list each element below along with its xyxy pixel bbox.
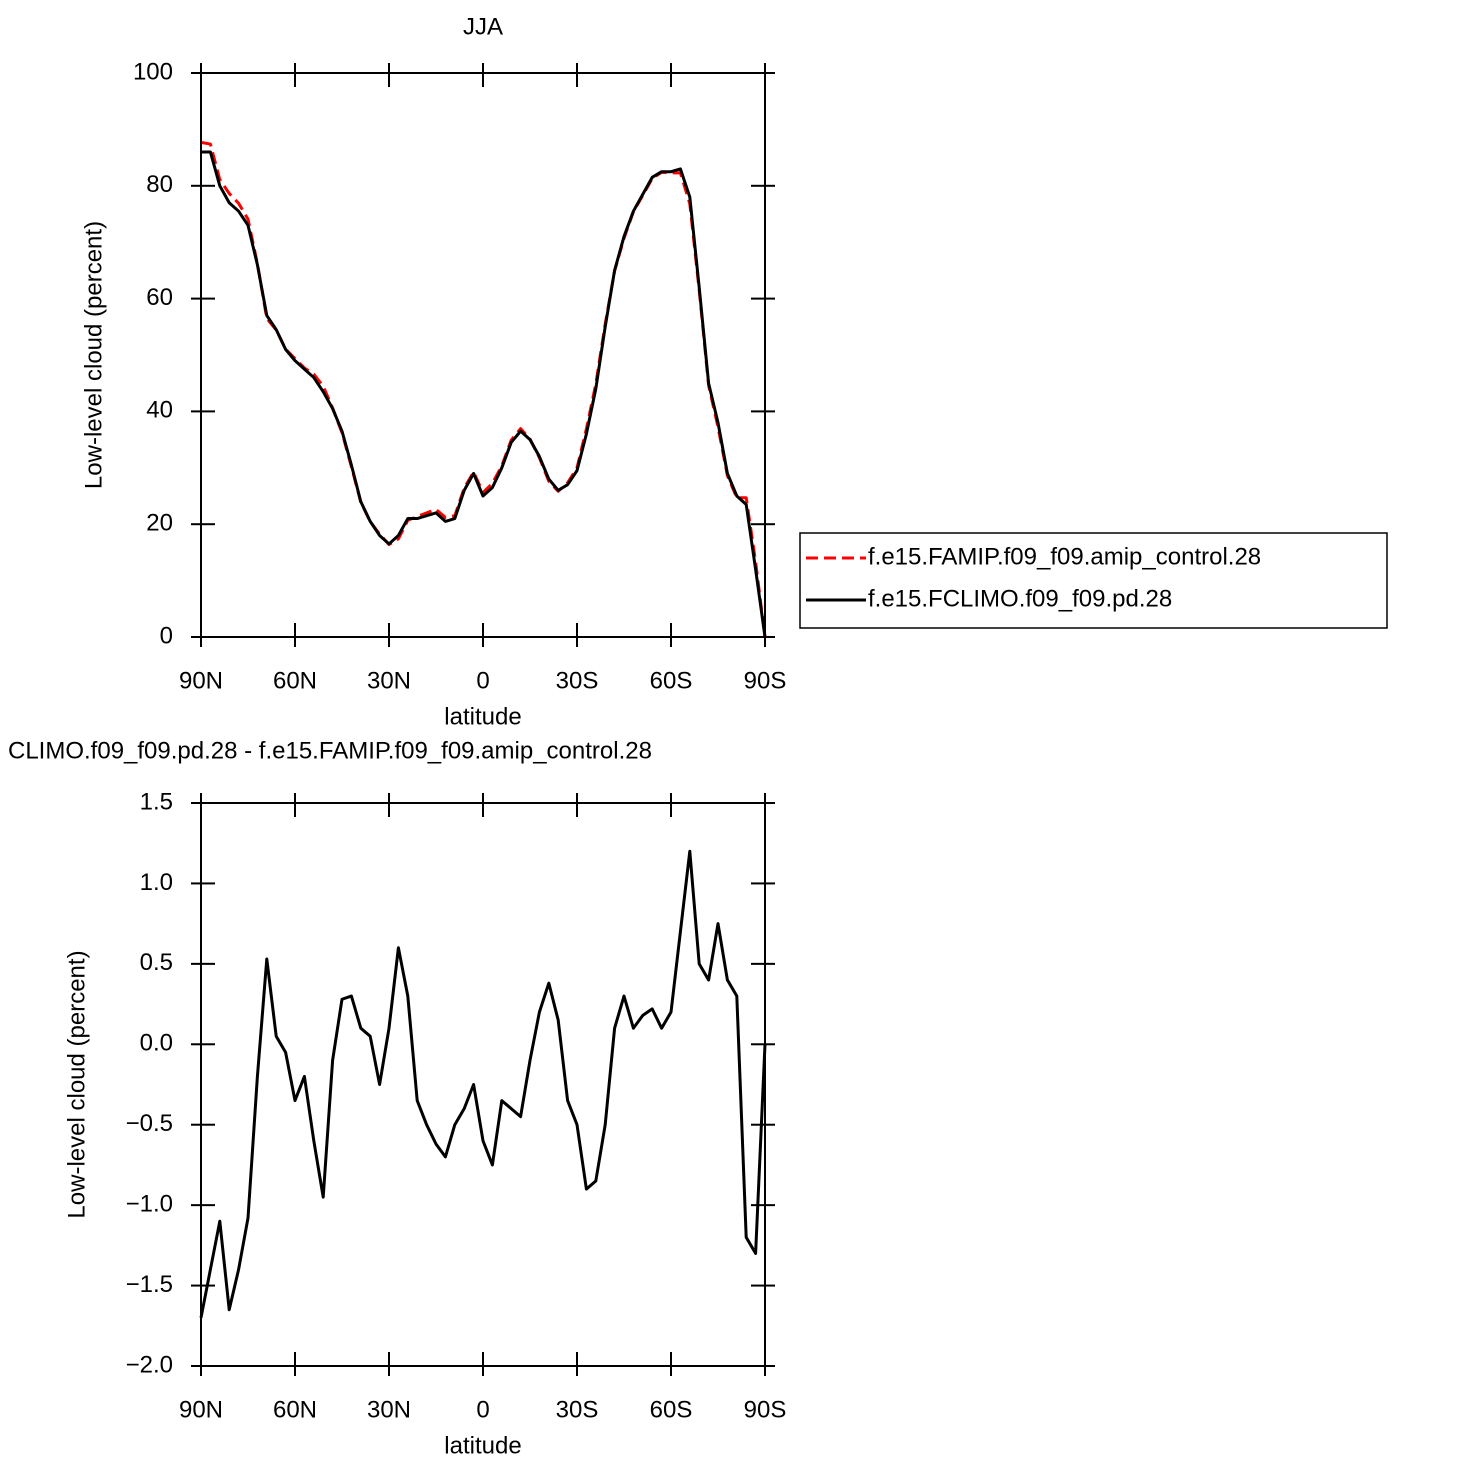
plot-frame <box>200 72 766 638</box>
y-axis-label: Low-level cloud (percent) <box>80 221 107 489</box>
y-tick-label: 80 <box>146 171 173 198</box>
x-tick-label: 60N <box>273 1396 317 1423</box>
legend-box <box>799 532 1388 629</box>
legend-label: f.e15.FAMIP.f09_f09.amip_control.28 <box>868 543 1261 570</box>
x-axis-label: latitude <box>444 1432 521 1459</box>
x-tick-label: 90N <box>179 1396 223 1423</box>
y-tick-label: 60 <box>146 284 173 311</box>
data-line <box>200 140 767 638</box>
x-tick-label: 90S <box>744 1396 787 1423</box>
x-tick-label: 30N <box>367 1396 411 1423</box>
y-tick-label: −2.0 <box>126 1351 173 1378</box>
chart-title: CLIMO.f09_f09.pd.28 - f.e15.FAMIP.f09_f0… <box>8 737 652 764</box>
x-axis-label: latitude <box>444 703 521 730</box>
x-tick-label: 60N <box>273 667 317 694</box>
x-tick-label: 30S <box>556 667 599 694</box>
y-tick-label: −1.5 <box>126 1271 173 1298</box>
y-tick-label: −0.5 <box>126 1110 173 1137</box>
y-tick-label: 40 <box>146 397 173 424</box>
y-axis-label: Low-level cloud (percent) <box>63 950 90 1218</box>
y-tick-label: 100 <box>133 58 173 85</box>
y-tick-label: 0 <box>160 622 173 649</box>
chart-title: JJA <box>463 13 503 40</box>
plot-frame <box>200 802 766 1367</box>
x-tick-label: 90N <box>179 667 223 694</box>
x-tick-label: 60S <box>650 1396 693 1423</box>
x-tick-label: 30N <box>367 667 411 694</box>
y-tick-label: 20 <box>146 510 173 537</box>
x-tick-label: 30S <box>556 1396 599 1423</box>
legend-label: f.e15.FCLIMO.f09_f09.pd.28 <box>868 585 1172 612</box>
y-tick-label: 1.5 <box>140 788 173 815</box>
y-tick-label: −1.0 <box>126 1190 173 1217</box>
y-tick-label: 0.0 <box>140 1030 173 1057</box>
y-tick-label: 0.5 <box>140 949 173 976</box>
y-tick-label: 1.0 <box>140 869 173 896</box>
x-tick-label: 0 <box>476 667 489 694</box>
data-line <box>199 849 767 1319</box>
x-tick-label: 60S <box>650 667 693 694</box>
x-tick-label: 90S <box>744 667 787 694</box>
x-tick-label: 0 <box>476 1396 489 1423</box>
data-line <box>201 150 767 638</box>
